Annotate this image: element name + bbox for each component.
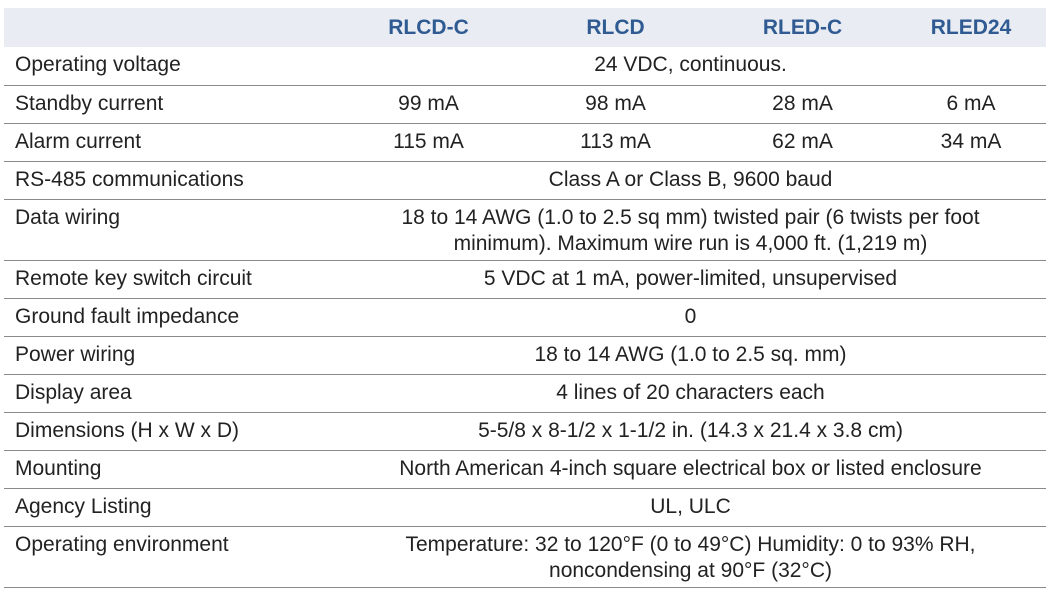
header-row: RLCD-C RLCD RLED-C RLED24: [4, 8, 1046, 47]
row-value: 18 to 14 AWG (1.0 to 2.5 sq. mm): [335, 336, 1046, 375]
cell-rled-c: 62 mA: [709, 123, 896, 162]
row-value: 18 to 14 AWG (1.0 to 2.5 sq mm) twisted …: [335, 199, 1046, 261]
row-alarm-current: Alarm current 115 mA 113 mA 62 mA 34 mA: [4, 123, 1046, 162]
row-label: Operating environment: [4, 526, 335, 588]
row-value: North American 4-inch square electrical …: [335, 450, 1046, 489]
row-value: UL, ULC: [335, 488, 1046, 527]
row-mounting: Mounting North American 4-inch square el…: [4, 450, 1046, 489]
row-power-wiring: Power wiring 18 to 14 AWG (1.0 to 2.5 sq…: [4, 336, 1046, 375]
cell-rlcd: 98 mA: [522, 85, 709, 124]
row-label: Display area: [4, 374, 335, 413]
row-operating-voltage: Operating voltage 24 VDC, continuous.: [4, 47, 1046, 86]
row-ground-fault: Ground fault impedance 0: [4, 298, 1046, 337]
row-value-line-1: Temperature: 32 to 120°F (0 to 49°C) Hum…: [405, 532, 976, 556]
row-data-wiring: Data wiring 18 to 14 AWG (1.0 to 2.5 sq …: [4, 199, 1046, 261]
row-label: Power wiring: [4, 336, 335, 375]
row-label: Operating voltage: [4, 47, 335, 86]
row-value-line-2: noncondensing at 90°F (32°C): [549, 558, 832, 582]
row-label: Agency Listing: [4, 488, 335, 527]
row-dimensions: Dimensions (H x W x D) 5-5/8 x 8-1/2 x 1…: [4, 412, 1046, 451]
row-value: 4 lines of 20 characters each: [335, 374, 1046, 413]
row-operating-environment: Operating environment Temperature: 32 to…: [4, 526, 1046, 588]
row-label: Alarm current: [4, 123, 335, 162]
cell-rled24: 6 mA: [896, 85, 1046, 124]
header-rled-c: RLED-C: [709, 8, 896, 47]
row-remote-key-switch: Remote key switch circuit 5 VDC at 1 mA,…: [4, 260, 1046, 299]
row-label: Mounting: [4, 450, 335, 489]
header-rled24: RLED24: [896, 8, 1046, 47]
header-blank: [4, 8, 335, 47]
row-value: Temperature: 32 to 120°F (0 to 49°C) Hum…: [335, 526, 1046, 588]
row-agency-listing: Agency Listing UL, ULC: [4, 488, 1046, 527]
row-label: Data wiring: [4, 199, 335, 261]
row-label: Dimensions (H x W x D): [4, 412, 335, 451]
row-display-area: Display area 4 lines of 20 characters ea…: [4, 374, 1046, 413]
cell-rlcd-c: 115 mA: [335, 123, 522, 162]
header-rlcd-c: RLCD-C: [335, 8, 522, 47]
row-value: Class A or Class B, 9600 baud: [335, 161, 1046, 200]
row-value-line-2: minimum). Maximum wire run is 4,000 ft. …: [453, 231, 928, 255]
row-value-line-1: 18 to 14 AWG (1.0 to 2.5 sq mm) twisted …: [401, 205, 980, 229]
row-label: Standby current: [4, 85, 335, 124]
cell-rled24: 34 mA: [896, 123, 1046, 162]
row-rs485: RS-485 communications Class A or Class B…: [4, 161, 1046, 200]
row-value: 24 VDC, continuous.: [335, 47, 1046, 86]
row-value: 5-5/8 x 8-1/2 x 1-1/2 in. (14.3 x 21.4 x…: [335, 412, 1046, 451]
row-standby-current: Standby current 99 mA 98 mA 28 mA 6 mA: [4, 85, 1046, 124]
cell-rlcd: 113 mA: [522, 123, 709, 162]
header-rlcd: RLCD: [522, 8, 709, 47]
spec-table: RLCD-C RLCD RLED-C RLED24 Operating volt…: [4, 8, 1046, 588]
cell-rled-c: 28 mA: [709, 85, 896, 124]
row-value: 5 VDC at 1 mA, power-limited, unsupervis…: [335, 260, 1046, 299]
row-value: 0: [335, 298, 1046, 337]
row-label: Remote key switch circuit: [4, 260, 335, 299]
row-label: RS-485 communications: [4, 161, 335, 200]
cell-rlcd-c: 99 mA: [335, 85, 522, 124]
row-label: Ground fault impedance: [4, 298, 335, 337]
